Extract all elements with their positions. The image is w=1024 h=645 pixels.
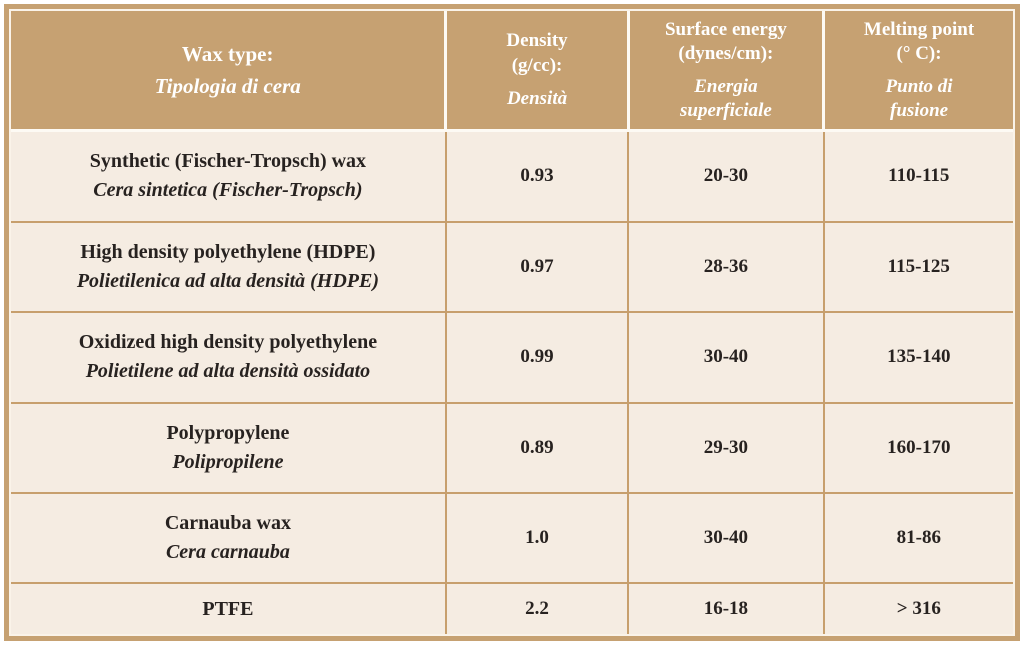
wax-name-en: Oxidized high density polyethylene [78, 331, 378, 354]
wax-name-cell: Synthetic (Fischer-Tropsch) wax Cera sin… [11, 130, 446, 222]
surface-energy-cell: 20-30 [627, 130, 824, 222]
wax-name-it: Polietilenica ad alta densità (HDPE) [76, 269, 380, 292]
wax-name-it: Polietilene ad alta densità ossidato [85, 360, 371, 383]
wax-properties-table: Wax type: Tipologia di cera Density (g/c… [11, 11, 1013, 634]
surface-energy-cell: 16-18 [627, 582, 824, 634]
header-cell-density: Density (g/cc): Densità [444, 11, 629, 132]
wax-name-cell: PTFE [11, 582, 446, 634]
wax-name-it: Cera carnauba [165, 541, 290, 564]
table-row: Synthetic (Fischer-Tropsch) wax Cera sin… [11, 130, 1013, 222]
header-cell-surface-energy: Surface energy (dynes/cm): Energia super… [626, 11, 824, 132]
wax-name-en: High density polyethylene (HDPE) [80, 240, 376, 263]
table-row: Polypropylene Polipropilene 0.89 29-30 1… [11, 401, 1013, 493]
melting-point-cell: 115-125 [822, 220, 1013, 313]
melting-point-cell: 160-170 [822, 401, 1013, 493]
header-row: Wax type: Tipologia di cera Density (g/c… [11, 11, 1013, 132]
header-density-it: Densità [506, 87, 568, 109]
header-cell-wax-type: Wax type: Tipologia di cera [11, 11, 446, 132]
table-row: Carnauba wax Cera carnauba 1.0 30-40 81-… [11, 491, 1013, 584]
surface-energy-cell: 29-30 [627, 401, 824, 493]
wax-name-en: Carnauba wax [164, 512, 291, 535]
wax-name-en: Synthetic (Fischer-Tropsch) wax [89, 150, 367, 173]
table-row: High density polyethylene (HDPE) Polieti… [11, 220, 1013, 313]
table-frame: Wax type: Tipologia di cera Density (g/c… [4, 4, 1020, 641]
density-cell: 0.89 [444, 401, 629, 493]
table-row: PTFE 2.2 16-18 > 316 [11, 582, 1013, 634]
melting-point-cell: 81-86 [822, 491, 1013, 584]
wax-name-cell: Carnauba wax Cera carnauba [11, 491, 446, 584]
table-row: Oxidized high density polyethylene Polie… [11, 311, 1013, 403]
header-surface-energy-it: Energia superficiale [679, 75, 772, 121]
density-cell: 0.93 [444, 130, 629, 222]
header-surface-energy-en: Surface energy (dynes/cm): [664, 18, 787, 65]
density-cell: 2.2 [444, 582, 629, 634]
header-density-en: Density (g/cc): [506, 30, 568, 77]
surface-energy-cell: 30-40 [627, 311, 824, 403]
wax-name-cell: Oxidized high density polyethylene Polie… [11, 311, 446, 403]
header-cell-melting-point: Melting point (° C): Punto di fusione [822, 11, 1013, 132]
wax-name-cell: High density polyethylene (HDPE) Polieti… [11, 220, 446, 313]
wax-name-cell: Polypropylene Polipropilene [11, 401, 446, 493]
density-cell: 1.0 [444, 491, 629, 584]
melting-point-cell: > 316 [822, 582, 1013, 634]
surface-energy-cell: 28-36 [627, 220, 824, 313]
density-cell: 0.99 [444, 311, 629, 403]
surface-energy-cell: 30-40 [627, 491, 824, 584]
header-wax-type-en: Wax type: [181, 42, 274, 67]
wax-name-it: Cera sintetica (Fischer-Tropsch) [93, 179, 363, 202]
header-melting-point-it: Punto di fusione [885, 75, 953, 121]
melting-point-cell: 110-115 [822, 130, 1013, 222]
melting-point-cell: 135-140 [822, 311, 1013, 403]
wax-name-it: Polipropilene [172, 450, 284, 473]
density-cell: 0.97 [444, 220, 629, 313]
wax-name-en: PTFE [202, 597, 254, 620]
header-wax-type-it: Tipologia di cera [154, 73, 301, 98]
wax-name-en: Polypropylene [166, 421, 290, 444]
header-melting-point-en: Melting point (° C): [863, 18, 975, 65]
